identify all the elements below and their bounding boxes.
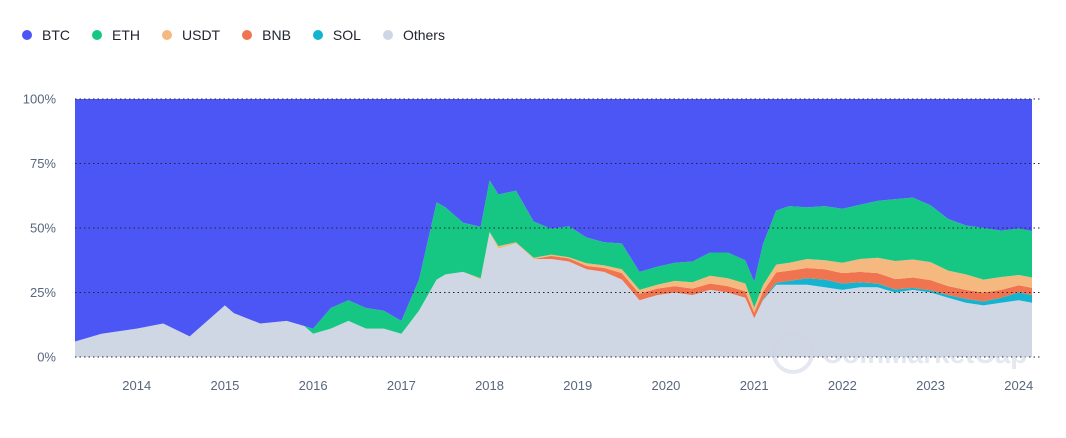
y-tick-label: 25% bbox=[30, 285, 56, 300]
watermark: CoinMarketCap bbox=[772, 332, 1027, 374]
legend-item-usdt[interactable]: USDT bbox=[162, 27, 220, 43]
x-tick-label: 2022 bbox=[828, 378, 857, 393]
x-axis-ticks: 2014 2015 2016 2017 2018 2019 2020 2021 2022 2023… bbox=[122, 378, 1033, 393]
legend-item-others[interactable]: Others bbox=[382, 27, 445, 43]
x-tick-label: 2024 bbox=[1004, 378, 1033, 393]
legend-item-eth[interactable]: ETH bbox=[92, 27, 140, 43]
x-tick-label: 2014 bbox=[122, 378, 151, 393]
x-tick-label: 2018 bbox=[475, 378, 504, 393]
legend-label: USDT bbox=[182, 27, 221, 43]
area-series-sol bbox=[75, 233, 1032, 342]
x-tick-label: 2019 bbox=[563, 378, 592, 393]
y-tick-label: 75% bbox=[30, 156, 56, 171]
x-tick-label: 2023 bbox=[916, 378, 945, 393]
legend-dot-icon bbox=[242, 30, 253, 40]
x-tick-label: 2020 bbox=[651, 378, 680, 393]
legend-dot-icon bbox=[382, 30, 393, 40]
y-tick-label: 50% bbox=[30, 221, 56, 236]
legend-dot-icon bbox=[312, 30, 323, 40]
legend-dot-icon bbox=[162, 30, 172, 40]
y-axis-ticks: 0% 25% 50% 75% 100% bbox=[23, 92, 57, 365]
grid-lines bbox=[75, 98, 1040, 358]
area-series-group bbox=[75, 99, 1032, 357]
watermark-text: CoinMarketCap bbox=[822, 338, 1027, 369]
legend-dot-icon bbox=[92, 30, 102, 40]
x-tick-label: 2015 bbox=[210, 378, 239, 393]
legend-label: BNB bbox=[262, 27, 291, 43]
legend-label: SOL bbox=[332, 27, 361, 43]
legend-label: ETH bbox=[112, 27, 140, 43]
y-tick-label: 100% bbox=[23, 92, 57, 107]
legend-item-btc[interactable]: BTC bbox=[22, 27, 70, 43]
area-series-eth bbox=[75, 180, 1032, 342]
coinmarketcap-logo-icon bbox=[772, 332, 814, 374]
area-series-others bbox=[75, 233, 1032, 357]
y-tick-label: 0% bbox=[37, 350, 56, 365]
area-series-btc bbox=[75, 99, 1032, 342]
legend-item-bnb[interactable]: BNB bbox=[242, 27, 291, 43]
legend-item-sol[interactable]: SOL bbox=[312, 27, 361, 43]
legend-dot-icon bbox=[22, 30, 32, 40]
x-tick-label: 2021 bbox=[740, 378, 769, 393]
legend-label: Others bbox=[402, 27, 445, 43]
legend-label: BTC bbox=[42, 27, 70, 43]
x-tick-label: 2016 bbox=[299, 378, 328, 393]
legend: BTC ETH USDT BNB SOL Others bbox=[22, 26, 467, 44]
x-tick-label: 2017 bbox=[387, 378, 416, 393]
